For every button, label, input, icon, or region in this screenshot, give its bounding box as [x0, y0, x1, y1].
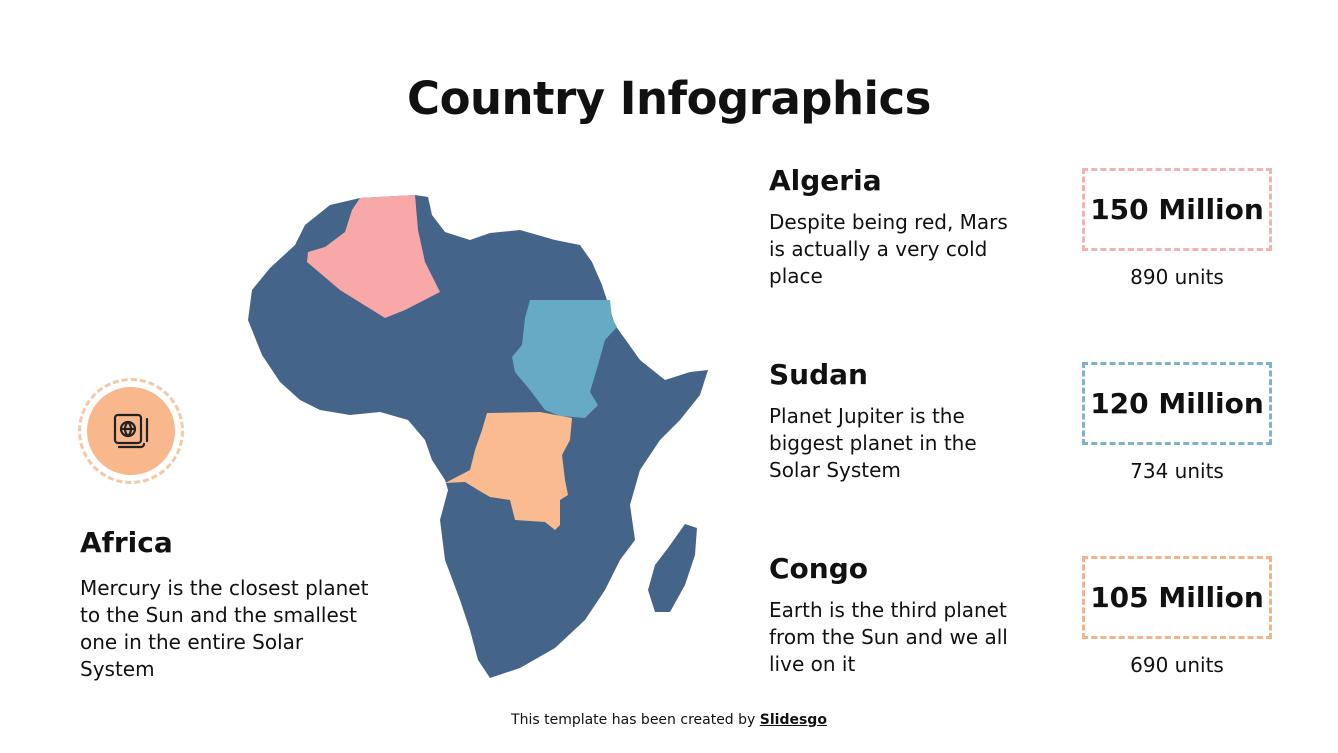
- units-label: 690 units: [1130, 653, 1224, 677]
- footer-text: This template has been created by: [511, 712, 760, 728]
- country-name: Algeria: [769, 164, 882, 197]
- page-title: Country Infographics: [407, 72, 931, 125]
- stat-sudan: 120 Million 734 units: [1082, 362, 1272, 483]
- value-box: 120 Million: [1082, 362, 1272, 445]
- slidesgo-link[interactable]: Slidesgo: [759, 712, 827, 728]
- country-description: Despite being red, Mars is actually a ve…: [769, 210, 1008, 288]
- units-label: 734 units: [1130, 459, 1224, 483]
- country-sudan: Sudan Planet Jupiter is the biggest plan…: [769, 358, 1029, 484]
- congo-region: [445, 412, 572, 530]
- units-label: 890 units: [1130, 265, 1224, 289]
- country-algeria: Algeria Despite being red, Mars is actua…: [769, 164, 1029, 290]
- country-description: Planet Jupiter is the biggest planet in …: [769, 404, 977, 482]
- country-name: Congo: [769, 552, 868, 585]
- sudan-region: [512, 300, 617, 418]
- country-name: Sudan: [769, 358, 868, 391]
- madagascar: [648, 524, 697, 612]
- footer-credit: This template has been created by Slides…: [0, 712, 1338, 728]
- country-description: Earth is the third planet from the Sun a…: [769, 598, 1008, 676]
- algeria-region: [307, 195, 440, 318]
- value-box: 150 Million: [1082, 168, 1272, 251]
- africa-description: Mercury is the closest planet to the Sun…: [80, 576, 369, 681]
- passport-globe-icon: [113, 413, 149, 449]
- country-congo: Congo Earth is the third planet from the…: [769, 552, 1029, 678]
- stat-congo: 105 Million 690 units: [1082, 556, 1272, 677]
- africa-icon-badge: [78, 378, 184, 484]
- africa-title: Africa: [80, 526, 173, 559]
- value-box: 105 Million: [1082, 556, 1272, 639]
- stat-algeria: 150 Million 890 units: [1082, 168, 1272, 289]
